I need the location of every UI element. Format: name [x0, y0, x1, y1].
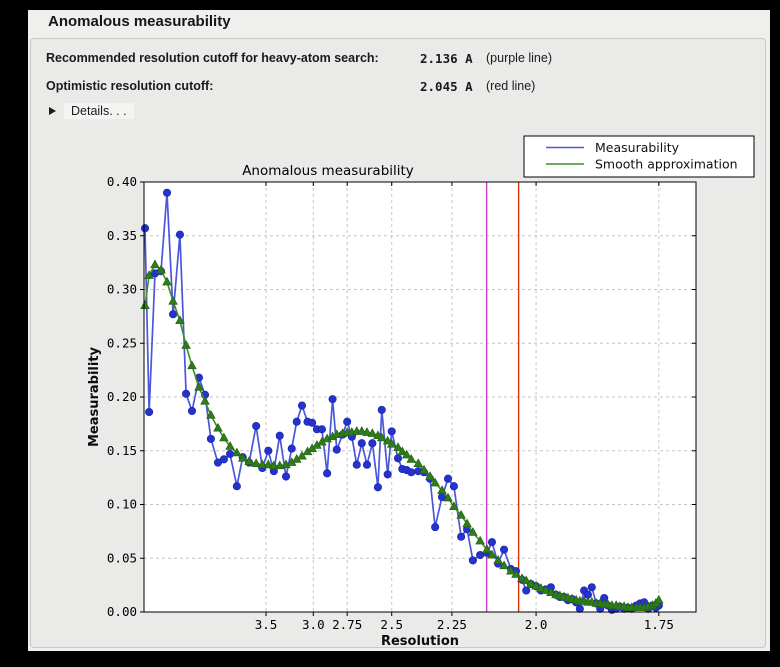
x-axis-label: Resolution [381, 634, 459, 646]
y-tick-label: 0.00 [107, 604, 137, 619]
chart-title: Anomalous measurability [242, 163, 414, 179]
recommended-cutoff-label: Recommended resolution cutoff for heavy-… [46, 51, 379, 65]
optimistic-cutoff-label: Optimistic resolution cutoff: [46, 79, 214, 93]
x-tick-label: 2.25 [437, 617, 467, 632]
y-tick-label: 0.30 [107, 282, 137, 297]
details-label: Details. . . [64, 103, 134, 119]
y-tick-label: 0.10 [107, 497, 137, 512]
summary-group-box: Recommended resolution cutoff for heavy-… [30, 38, 766, 648]
y-tick-label: 0.20 [107, 389, 137, 404]
y-tick-label: 0.25 [107, 335, 137, 350]
x-tick-label: 2.75 [332, 617, 362, 632]
optimistic-cutoff-value: 2.045 A [420, 79, 473, 94]
anomalous-measurability-panel: Anomalous measurability Recommended reso… [28, 10, 770, 651]
x-tick-label: 3.5 [255, 617, 278, 632]
optimistic-cutoff-note: (red line) [486, 79, 536, 93]
page-title: Anomalous measurability [48, 13, 231, 30]
chart-title-group: Anomalous measurability [242, 163, 414, 179]
legend-entry-label: Measurability [595, 140, 680, 155]
disclosure-triangle-icon [49, 107, 56, 115]
recommended-cutoff-row: Recommended resolution cutoff for heavy-… [31, 51, 765, 69]
x-tick-label: 3.0 [302, 617, 325, 632]
y-tick-label: 0.15 [107, 443, 137, 458]
details-toggle[interactable]: Details. . . [49, 101, 134, 121]
x-tick-label: 2.5 [380, 617, 403, 632]
x-tick-label: 2.0 [525, 617, 548, 632]
x-tick-label: 1.75 [644, 617, 674, 632]
x-axis-label-group: Resolution [381, 634, 459, 646]
x-tick-labels: 3.5 3.0 2.75 2.5 2.25 2.0 1.75 [255, 617, 674, 632]
y-tick-label: 0.35 [107, 228, 137, 243]
legend-entry-label: Smooth approximation [595, 157, 738, 172]
series-smooth-approximation [140, 259, 664, 612]
optimistic-cutoff-row: Optimistic resolution cutoff: 2.045 A (r… [31, 79, 765, 97]
tick-marks [140, 181, 696, 616]
legend: Measurability Smooth approximation [523, 135, 755, 178]
cutoff-lines [485, 182, 520, 612]
y-axis-label: Measurability [87, 346, 102, 447]
y-axis-label-group: Measurability [87, 346, 102, 447]
recommended-cutoff-note: (purple line) [486, 51, 553, 65]
recommended-cutoff-value: 2.136 A [420, 51, 473, 66]
y-tick-labels: 0.00 0.05 0.10 0.15 0.20 0.25 0.30 0.35 0.40 [107, 174, 137, 619]
legend-box [523, 135, 755, 178]
measurability-chart-svg[interactable]: 0.000.050.100.150.200.250.300.350.403.5 3… [31, 126, 767, 646]
y-tick-label: 0.05 [107, 550, 137, 565]
y-tick-label: 0.40 [107, 174, 137, 189]
